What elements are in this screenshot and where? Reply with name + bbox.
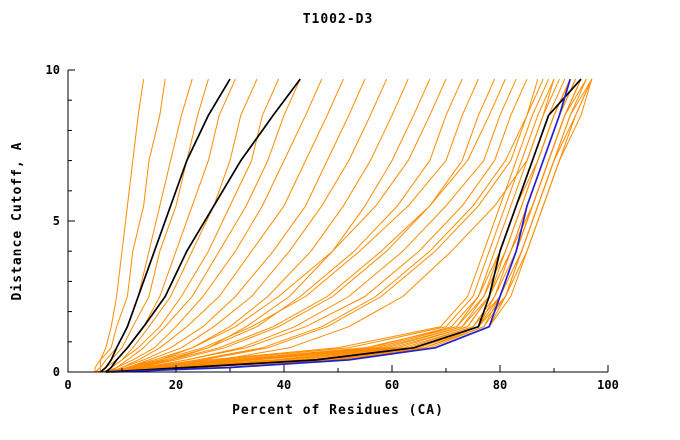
x-axis-label: Percent of Residues (CA) <box>232 403 444 418</box>
series-line-model-curves <box>105 78 577 373</box>
series-line-model-curves <box>94 78 555 373</box>
series-line-model-curves <box>105 78 593 373</box>
series-line-model-curves <box>116 78 409 373</box>
series-line-model-curves <box>111 78 366 373</box>
x-tick-label: 100 <box>597 378 619 392</box>
series-line-model-curves <box>100 78 571 373</box>
series-line-model-curves <box>100 78 571 373</box>
series-line-reference-curves <box>105 78 301 373</box>
series-line-model-curves <box>94 78 550 373</box>
series-line-model-curves <box>94 79 166 373</box>
series-line-reference-curves <box>99 78 231 373</box>
series-line-model-curves <box>116 78 506 373</box>
x-tick-label: 40 <box>277 378 291 392</box>
x-tick-label: 80 <box>493 378 507 392</box>
series-line-model-curves <box>100 78 577 373</box>
series-line-highlight-curve <box>111 78 572 373</box>
y-tick-label: 5 <box>53 214 60 228</box>
y-tick-label: 0 <box>53 365 60 379</box>
x-tick-label: 20 <box>169 378 183 392</box>
series-line-model-curves <box>100 78 236 373</box>
series-line-model-curves <box>111 78 344 373</box>
series-line-model-curves <box>116 78 496 373</box>
series-line-model-curves <box>105 78 280 373</box>
series-line-model-curves <box>116 78 388 373</box>
chart-title: T1002-D3 <box>302 12 374 27</box>
series-line-model-curves <box>121 78 528 373</box>
series-line-model-curves <box>100 78 566 373</box>
y-tick-label: 10 <box>46 63 60 77</box>
series-line-model-curves <box>105 78 301 373</box>
series-line-model-curves <box>116 78 463 373</box>
series-line-model-curves <box>110 78 323 373</box>
series-line-model-curves <box>99 78 193 372</box>
series-line-reference-curves <box>105 78 582 373</box>
series-line-model-curves <box>94 79 145 372</box>
series-line-model-curves <box>111 78 479 373</box>
x-tick-label: 60 <box>385 378 399 392</box>
x-tick-label: 0 <box>64 378 71 392</box>
series-line-model-curves <box>100 78 571 373</box>
series-line-model-curves <box>111 78 447 373</box>
